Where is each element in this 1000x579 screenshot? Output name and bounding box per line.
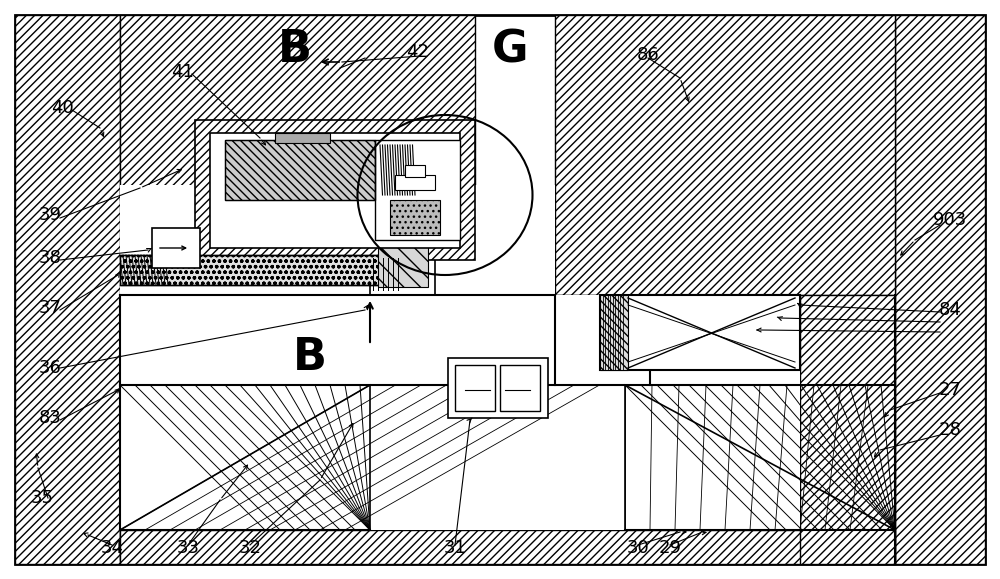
Bar <box>225 140 375 200</box>
Text: 29: 29 <box>658 539 682 557</box>
Bar <box>210 133 460 248</box>
Text: 30: 30 <box>627 539 649 557</box>
Text: 33: 33 <box>176 539 200 557</box>
Bar <box>650 345 800 530</box>
Text: 83: 83 <box>39 409 61 427</box>
Text: 41: 41 <box>171 63 193 81</box>
Bar <box>448 358 548 418</box>
Bar <box>195 120 475 260</box>
Bar <box>800 295 895 564</box>
Text: 37: 37 <box>38 299 62 317</box>
Text: 28: 28 <box>939 421 961 439</box>
Bar <box>120 530 895 564</box>
Bar <box>390 200 440 235</box>
Text: 27: 27 <box>938 381 962 399</box>
Text: 31: 31 <box>444 539 466 557</box>
Text: 36: 36 <box>39 359 61 377</box>
Bar <box>555 15 895 295</box>
Bar <box>600 295 800 370</box>
Text: 903: 903 <box>933 211 967 229</box>
Text: B: B <box>278 28 312 71</box>
Text: 34: 34 <box>100 539 124 557</box>
Bar <box>500 365 540 411</box>
Bar <box>555 295 650 345</box>
Bar <box>120 255 390 285</box>
Text: 86: 86 <box>637 46 659 64</box>
Bar <box>395 175 435 190</box>
Text: 35: 35 <box>30 489 54 507</box>
Text: 84: 84 <box>939 301 961 319</box>
Text: 38: 38 <box>39 249 61 267</box>
Bar <box>120 15 475 200</box>
Text: 42: 42 <box>406 43 430 61</box>
Text: 39: 39 <box>38 206 62 224</box>
Text: B: B <box>293 336 327 379</box>
Bar <box>375 140 460 240</box>
Text: 40: 40 <box>51 99 73 117</box>
Bar <box>600 295 628 370</box>
Bar <box>895 15 985 564</box>
Bar <box>455 365 495 411</box>
Text: G: G <box>492 28 528 71</box>
Bar <box>275 133 330 143</box>
Bar <box>120 185 555 385</box>
Bar <box>15 15 120 564</box>
Bar <box>225 140 375 200</box>
Bar <box>120 385 220 560</box>
Text: 32: 32 <box>239 539 262 557</box>
Bar <box>370 185 435 295</box>
Bar <box>120 295 800 530</box>
Bar <box>378 192 428 287</box>
Bar <box>152 228 200 268</box>
Bar <box>405 165 425 177</box>
